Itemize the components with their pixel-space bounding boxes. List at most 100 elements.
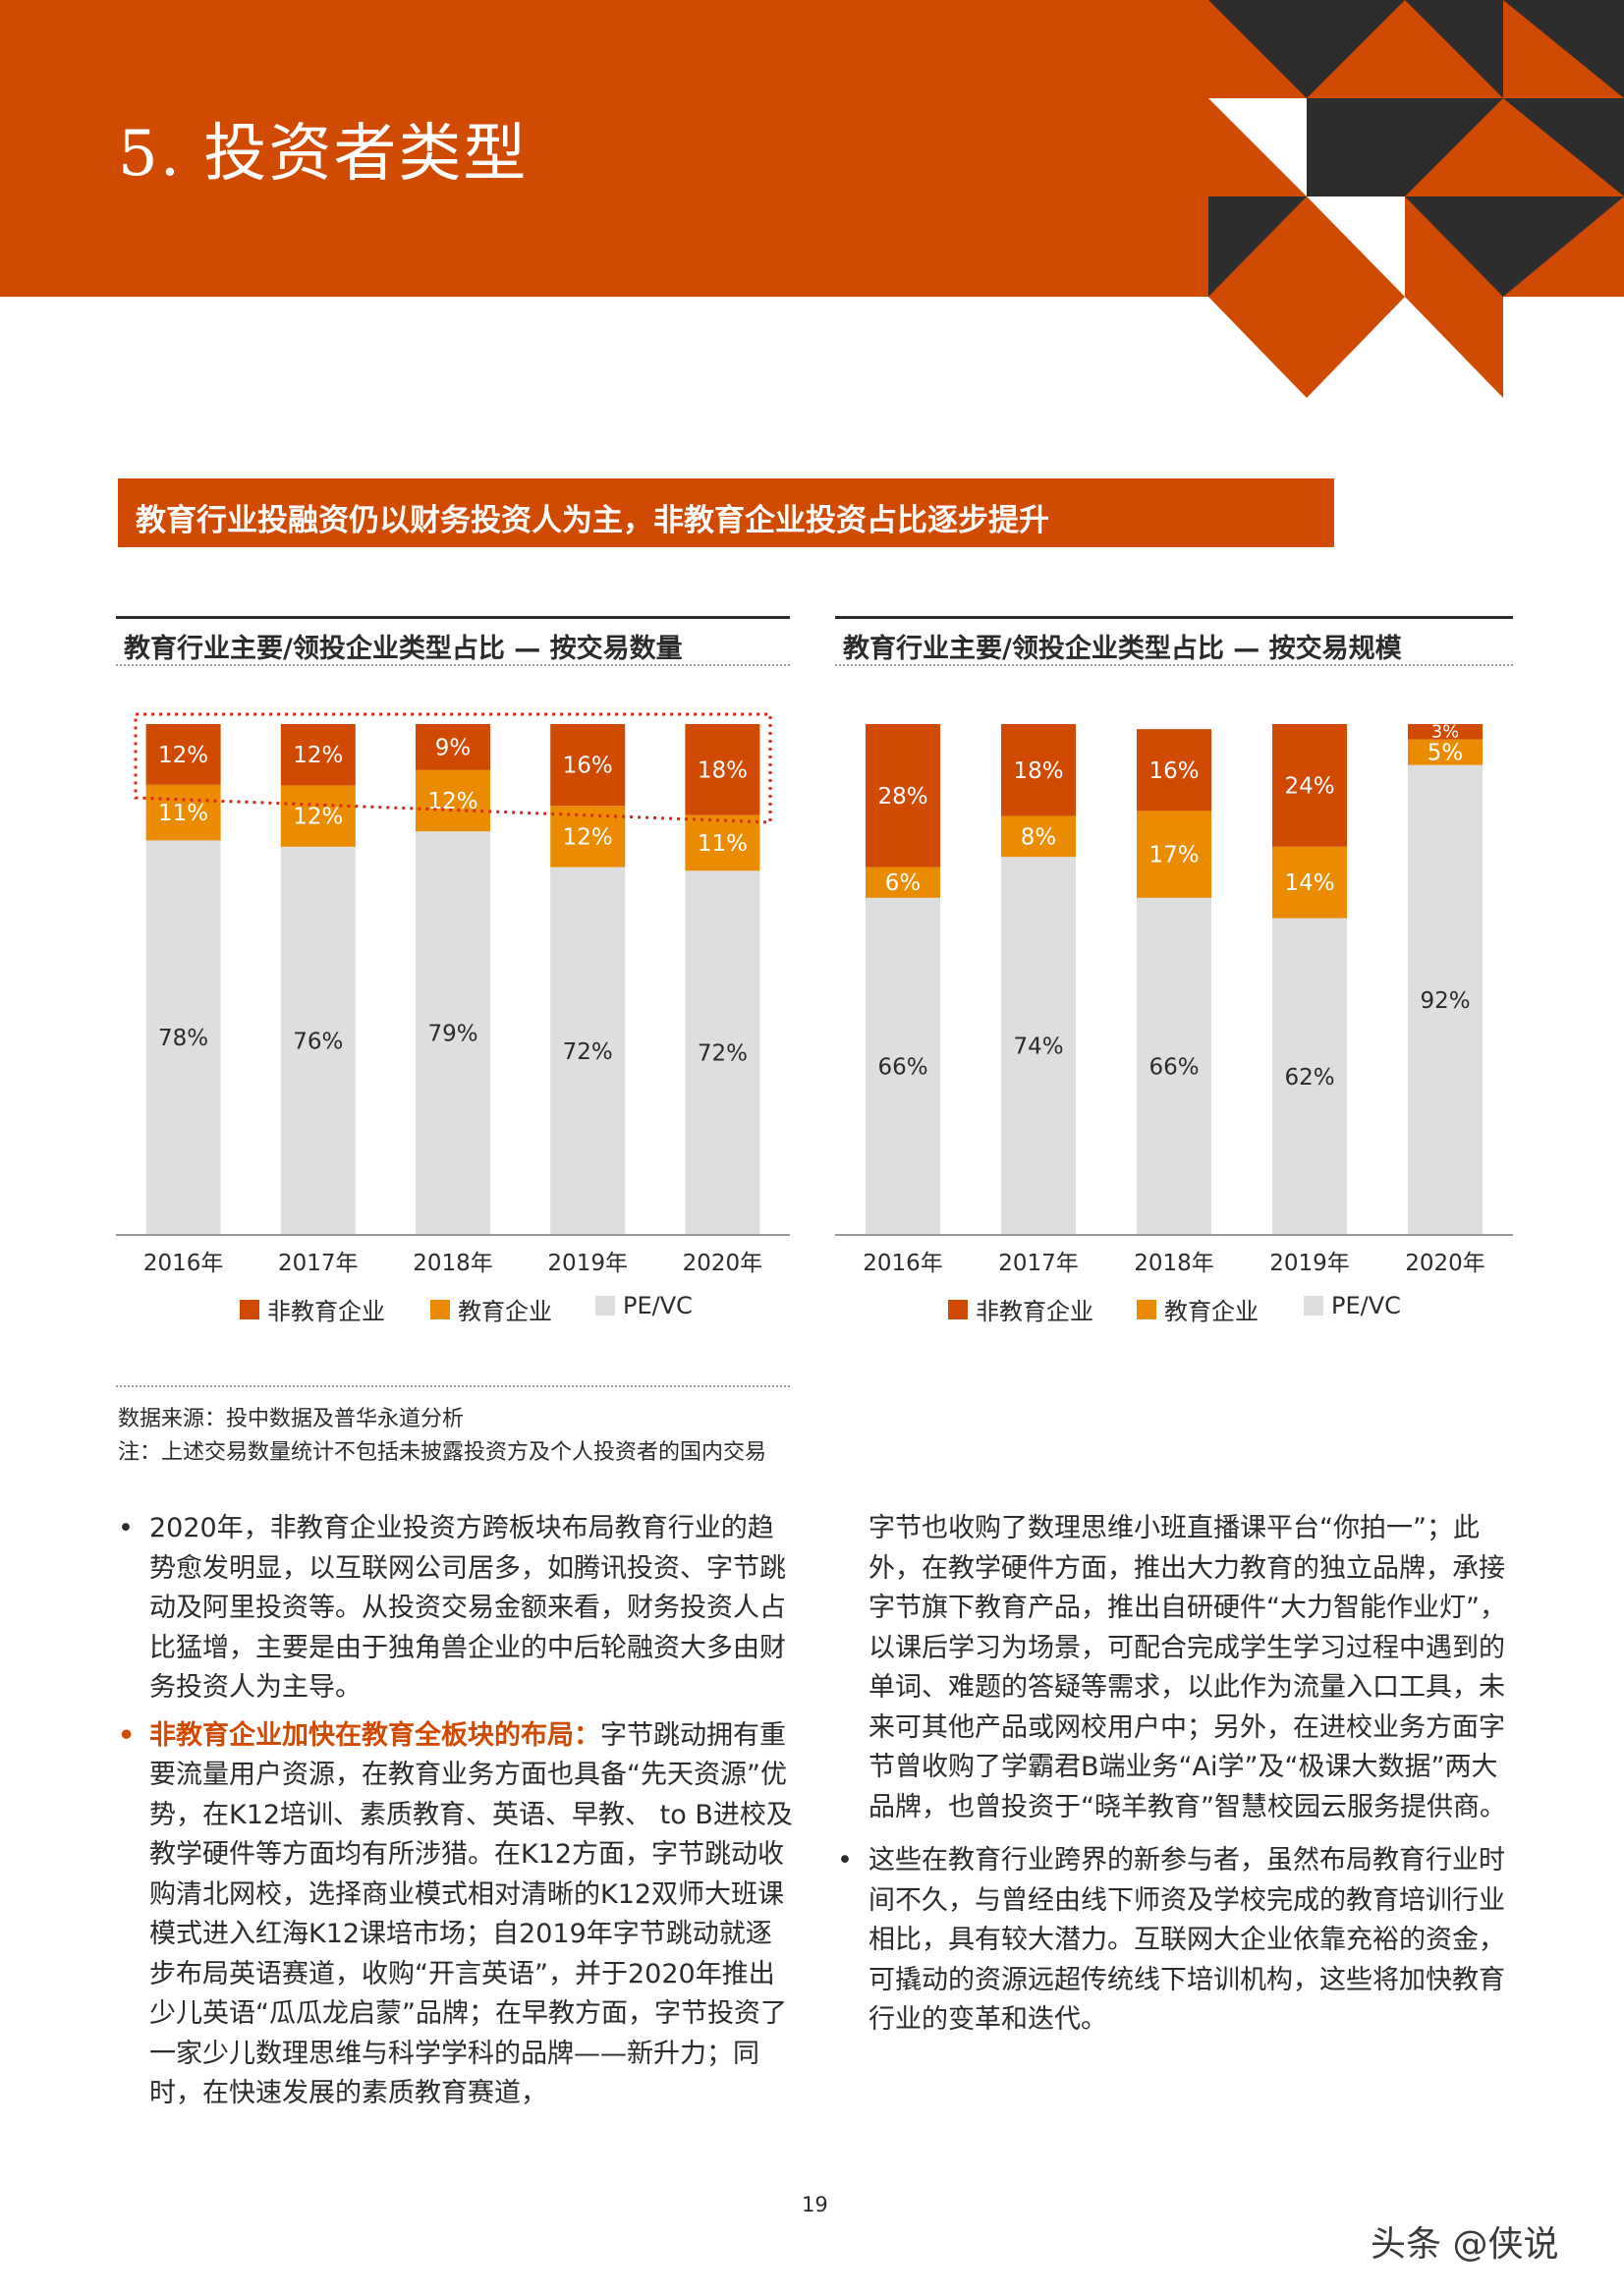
legend-item-pevc: PE/VC bbox=[1304, 1292, 1401, 1319]
bar-segment bbox=[1137, 897, 1211, 1235]
data-label: 66% bbox=[877, 1054, 927, 1080]
bullet-icon: • bbox=[118, 1513, 134, 1543]
bar-segment bbox=[1137, 729, 1211, 812]
data-label: 17% bbox=[1148, 843, 1199, 868]
source-line: 数据来源：投中数据及普华永道分析 bbox=[118, 1407, 465, 1431]
legend-item-pevc: PE/VC bbox=[595, 1292, 693, 1319]
legend-label: 教育企业 bbox=[1164, 1298, 1259, 1325]
subtitle-text: 教育行业投融资仍以财务投资人为主，非教育企业投资占比逐步提升 bbox=[136, 503, 1049, 538]
bar-segment bbox=[1137, 811, 1211, 898]
bar-segment bbox=[280, 785, 356, 847]
bar-segment bbox=[866, 897, 940, 1235]
bar-segment bbox=[145, 840, 221, 1235]
bar-segment bbox=[1272, 846, 1347, 919]
body-left-column: • 2020年，非教育企业投资方跨板块布局教育行业的趋势愈发明显，以互联网公司居… bbox=[118, 1509, 796, 2122]
page-title: 5. 投资者类型 bbox=[118, 118, 529, 191]
data-label: 14% bbox=[1284, 870, 1334, 896]
x-tick-label: 2020年 bbox=[683, 1251, 763, 1276]
legend-label: 教育企业 bbox=[458, 1298, 552, 1325]
bar-segment bbox=[1408, 764, 1483, 1235]
bar-segment bbox=[866, 724, 940, 868]
paragraph-text: 2020年，非教育企业投资方跨板块布局教育行业的趋势愈发明显，以互联网公司居多，… bbox=[149, 1513, 786, 1703]
legend-item-non-edu: 非教育企业 bbox=[240, 1292, 385, 1326]
data-label: 28% bbox=[877, 784, 927, 810]
data-label: 76% bbox=[293, 1029, 343, 1054]
data-label: 78% bbox=[158, 1026, 208, 1051]
body-right-column: 字节也收购了数理思维小班直播课平台“你拍一”；此外，在教学硬件方面，推出大力教育… bbox=[837, 1509, 1515, 2048]
source-notes: 数据来源：投中数据及普华永道分析 注：上述交易数量统计不包括未披露投资方及个人投… bbox=[118, 1403, 766, 1470]
source-dotted-rule bbox=[116, 1385, 790, 1387]
data-label: 12% bbox=[293, 743, 343, 768]
data-label: 8% bbox=[1021, 824, 1057, 850]
legend-item-edu: 教育企业 bbox=[1137, 1292, 1259, 1326]
chart-title: 教育行业主要/领投企业类型占比 — 按交易规模 bbox=[843, 634, 1402, 664]
legend-swatch-edu bbox=[1137, 1299, 1156, 1319]
bar-segment bbox=[685, 724, 760, 815]
data-label: 24% bbox=[1284, 773, 1334, 799]
paragraph-text: 字节跳动拥有重要流量用户资源，在教育业务方面也具备“先天资源”优势，在K12培训… bbox=[149, 1719, 793, 2109]
note-line: 注：上述交易数量统计不包括未披露投资方及个人投资者的国内交易 bbox=[118, 1440, 767, 1465]
subtitle-bar: 教育行业投融资仍以财务投资人为主，非教育企业投资占比逐步提升 bbox=[118, 478, 1334, 547]
decorative-triangles bbox=[1208, 0, 1624, 398]
chart-title-rule bbox=[835, 616, 1513, 619]
legend-item-non-edu: 非教育企业 bbox=[948, 1292, 1093, 1326]
chart-deal-size: 教育行业主要/领投企业类型占比 — 按交易规模 66% 6% 28% 2016年 74%… bbox=[835, 616, 1513, 1343]
bar-segment bbox=[416, 769, 490, 832]
data-label: 9% bbox=[435, 735, 472, 760]
bar-segment bbox=[866, 867, 940, 898]
data-label: 5% bbox=[1428, 741, 1464, 766]
bar-segment bbox=[1408, 724, 1483, 740]
bar-segment bbox=[145, 784, 221, 841]
bar-segment bbox=[416, 724, 490, 770]
legend-swatch-pevc bbox=[595, 1296, 615, 1316]
chart-title-rule bbox=[116, 616, 790, 619]
x-tick-label: 2016年 bbox=[863, 1251, 943, 1276]
data-label: 12% bbox=[563, 824, 613, 850]
data-label: 74% bbox=[1013, 1035, 1063, 1060]
paragraph-text: 这些在教育行业跨界的新参与者，虽然布局教育行业时间不久，与曾经由线下师资及学校完… bbox=[868, 1845, 1505, 2035]
legend-item-edu: 教育企业 bbox=[430, 1292, 552, 1326]
bullet-paragraph: • 2020年，非教育企业投资方跨板块布局教育行业的趋势愈发明显，以互联网公司居… bbox=[118, 1509, 796, 1708]
chart-deal-count: 教育行业主要/领投企业类型占比 — 按交易数量 78% 11% 12% 2016年 76… bbox=[116, 616, 790, 1343]
legend-label: 非教育企业 bbox=[976, 1298, 1093, 1325]
data-label: 11% bbox=[158, 801, 208, 826]
bar-segment bbox=[685, 870, 760, 1235]
chart-title-dotted-rule bbox=[835, 664, 1513, 666]
data-label: 6% bbox=[885, 870, 922, 896]
data-label: 72% bbox=[698, 1041, 748, 1067]
paragraph-continued: 字节也收购了数理思维小班直播课平台“你拍一”；此外，在教学硬件方面，推出大力教育… bbox=[837, 1509, 1515, 1827]
bar-segment bbox=[1001, 857, 1076, 1235]
data-label: 18% bbox=[1013, 758, 1063, 784]
data-label: 66% bbox=[1148, 1054, 1199, 1080]
x-tick-label: 2018年 bbox=[1134, 1251, 1214, 1276]
paragraph-highlight: 非教育企业加快在教育全板块的布局： bbox=[149, 1719, 600, 1751]
bar-segment bbox=[145, 724, 221, 785]
bullet-icon: • bbox=[837, 1845, 853, 1876]
chart-title: 教育行业主要/领投企业类型占比 — 按交易数量 bbox=[124, 634, 683, 664]
bar-segment bbox=[550, 724, 626, 807]
x-tick-label: 2019年 bbox=[547, 1251, 628, 1276]
legend-swatch-edu bbox=[430, 1299, 450, 1319]
legend-swatch-non-edu bbox=[948, 1299, 968, 1319]
bar-segment bbox=[1272, 724, 1347, 847]
bullet-icon: • bbox=[118, 1719, 136, 1751]
legend-label: 非教育企业 bbox=[267, 1298, 385, 1325]
x-tick-label: 2016年 bbox=[143, 1251, 224, 1276]
bar-segment bbox=[550, 806, 626, 868]
data-label: 18% bbox=[698, 757, 748, 783]
bar-segment bbox=[1001, 724, 1076, 816]
bar-segment bbox=[1272, 918, 1347, 1235]
data-label: 11% bbox=[698, 831, 748, 857]
data-label: 12% bbox=[158, 743, 208, 768]
chart-title-dotted-rule bbox=[116, 664, 790, 666]
data-label: 12% bbox=[293, 805, 343, 830]
data-label: 3% bbox=[1431, 722, 1460, 743]
legend-label: PE/VC bbox=[1331, 1292, 1401, 1319]
bullet-paragraph: • 非教育企业加快在教育全板块的布局：字节跳动拥有重要流量用户资源，在教育业务方… bbox=[118, 1716, 796, 2114]
bar-segment bbox=[685, 814, 760, 871]
paragraph-text: 字节也收购了数理思维小班直播课平台“你拍一”；此外，在教学硬件方面，推出大力教育… bbox=[868, 1513, 1506, 1822]
legend-label: PE/VC bbox=[623, 1292, 693, 1319]
stacked-bar-chart: 78% 11% 12% 2016年 76% 12% 12% 2017年 79% 12% 9% 2018… bbox=[116, 712, 790, 1276]
data-label: 92% bbox=[1420, 988, 1470, 1014]
data-label: 62% bbox=[1284, 1065, 1334, 1091]
